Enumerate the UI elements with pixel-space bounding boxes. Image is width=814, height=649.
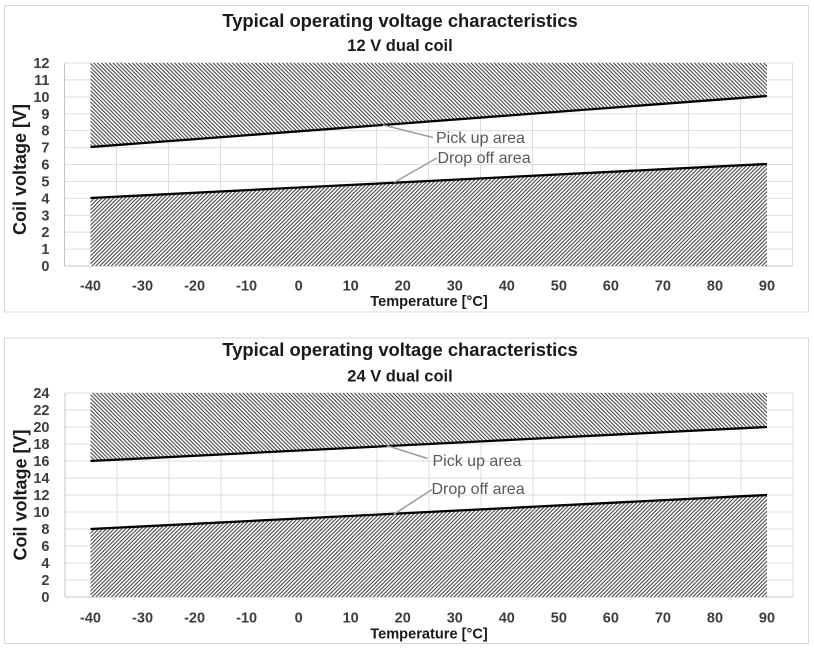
- svg-text:-20: -20: [184, 279, 205, 295]
- svg-text:4: 4: [41, 191, 49, 207]
- svg-text:24 V dual coil: 24 V dual coil: [347, 368, 452, 386]
- svg-text:10: 10: [33, 90, 49, 106]
- svg-text:0: 0: [295, 279, 303, 295]
- svg-text:Coil voltage [V]: Coil voltage [V]: [11, 429, 31, 560]
- svg-text:30: 30: [447, 279, 463, 295]
- svg-text:12: 12: [33, 56, 49, 72]
- svg-text:6: 6: [41, 158, 49, 174]
- svg-text:70: 70: [655, 610, 671, 626]
- svg-text:80: 80: [707, 610, 723, 626]
- svg-text:-30: -30: [132, 279, 153, 295]
- svg-text:0: 0: [41, 259, 49, 275]
- svg-text:60: 60: [603, 279, 619, 295]
- svg-text:7: 7: [41, 141, 49, 157]
- svg-text:-30: -30: [132, 610, 153, 626]
- svg-text:50: 50: [551, 279, 567, 295]
- svg-text:70: 70: [655, 279, 671, 295]
- svg-text:20: 20: [395, 279, 411, 295]
- svg-text:60: 60: [603, 610, 619, 626]
- svg-text:1: 1: [41, 242, 49, 258]
- svg-text:Pick up area: Pick up area: [433, 453, 522, 470]
- svg-text:2: 2: [41, 225, 49, 241]
- svg-text:Temperature [°C]: Temperature [°C]: [370, 626, 488, 642]
- svg-text:-40: -40: [80, 610, 101, 626]
- svg-text:Typical operating voltage char: Typical operating voltage characteristic…: [222, 339, 577, 360]
- svg-text:5: 5: [41, 174, 49, 190]
- svg-text:-10: -10: [236, 610, 257, 626]
- svg-text:3: 3: [41, 208, 49, 224]
- svg-text:Drop off area: Drop off area: [438, 150, 531, 167]
- svg-text:90: 90: [759, 610, 775, 626]
- svg-text:0: 0: [295, 610, 303, 626]
- svg-text:9: 9: [41, 107, 49, 123]
- svg-text:16: 16: [33, 454, 49, 470]
- svg-text:4: 4: [41, 556, 49, 572]
- svg-text:6: 6: [41, 539, 49, 555]
- svg-text:20: 20: [395, 610, 411, 626]
- svg-text:40: 40: [499, 279, 515, 295]
- svg-text:40: 40: [499, 610, 515, 626]
- svg-text:Drop off area: Drop off area: [432, 481, 525, 498]
- svg-text:0: 0: [41, 590, 49, 606]
- svg-text:Coil voltage [V]: Coil voltage [V]: [10, 104, 30, 235]
- svg-text:22: 22: [33, 403, 49, 419]
- svg-text:8: 8: [41, 522, 49, 538]
- svg-text:Temperature [°C]: Temperature [°C]: [370, 294, 488, 310]
- svg-text:90: 90: [759, 279, 775, 295]
- svg-text:10: 10: [343, 279, 359, 295]
- svg-text:-40: -40: [80, 279, 101, 295]
- svg-text:30: 30: [447, 610, 463, 626]
- svg-text:Typical operating voltage char: Typical operating voltage characteristic…: [222, 10, 577, 31]
- svg-text:-10: -10: [236, 279, 257, 295]
- svg-text:Pick up area: Pick up area: [436, 130, 525, 147]
- svg-text:80: 80: [707, 279, 723, 295]
- svg-text:12: 12: [33, 488, 49, 504]
- svg-text:8: 8: [41, 124, 49, 140]
- svg-text:10: 10: [343, 610, 359, 626]
- svg-text:50: 50: [551, 610, 567, 626]
- svg-text:12 V dual coil: 12 V dual coil: [347, 37, 452, 55]
- svg-text:18: 18: [33, 437, 49, 453]
- svg-text:20: 20: [33, 420, 49, 436]
- svg-text:10: 10: [33, 505, 49, 521]
- svg-text:24: 24: [33, 386, 49, 402]
- svg-text:-20: -20: [184, 610, 205, 626]
- svg-text:11: 11: [34, 73, 49, 89]
- svg-text:14: 14: [33, 471, 49, 487]
- svg-text:2: 2: [41, 573, 49, 589]
